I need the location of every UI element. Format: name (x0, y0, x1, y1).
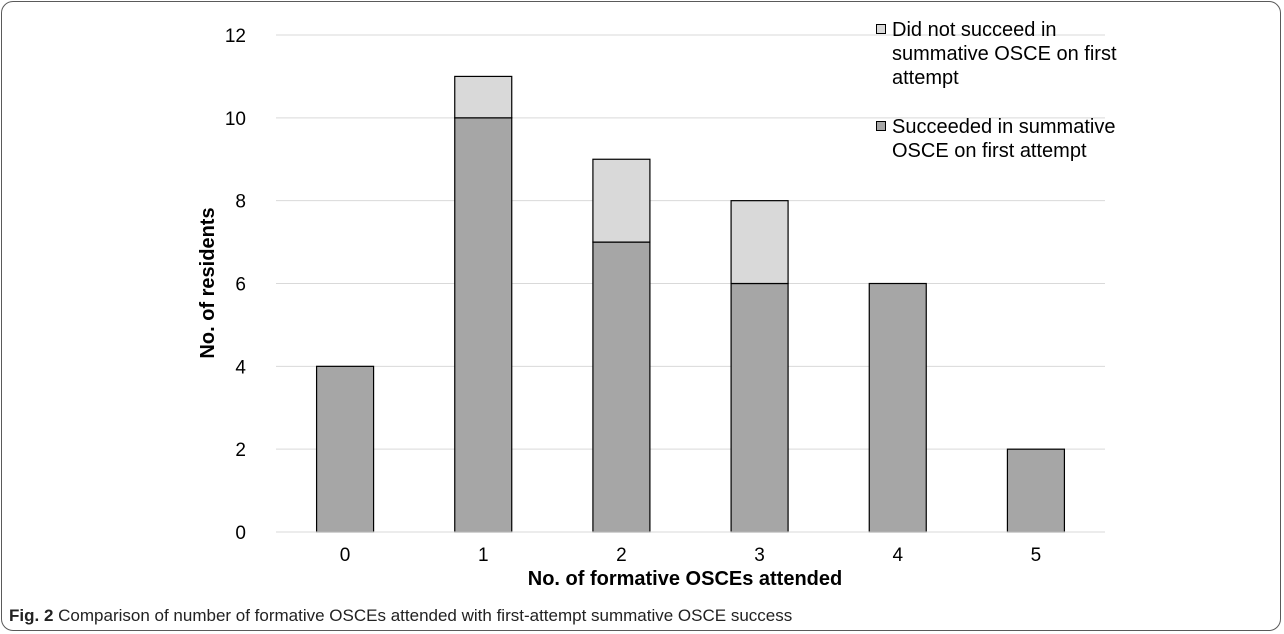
legend: Did not succeed in summative OSCE on fir… (876, 18, 1136, 163)
legend-swatch-succeeded (876, 121, 886, 131)
bar-segment-succeeded (454, 117, 513, 533)
caption-text: Comparison of number of formative OSCEs … (58, 606, 793, 625)
y-tick-label: 10 (225, 109, 246, 130)
bar-segment-did-not-succeed (730, 200, 789, 285)
bar-segment-succeeded (868, 282, 927, 533)
x-tick-label: 0 (340, 545, 351, 566)
y-tick-label: 12 (225, 26, 246, 47)
gridlines (276, 34, 1105, 450)
bar-segment-succeeded (592, 241, 651, 533)
y-tick-label: 2 (235, 440, 246, 461)
legend-label-did-not-succeed: Did not succeed in summative OSCE on fir… (892, 19, 1117, 89)
x-tick-label: 2 (616, 545, 627, 566)
bar-segment-did-not-succeed (592, 158, 651, 243)
y-tick-label: 6 (235, 275, 246, 296)
caption-label: Fig. 2 (9, 606, 54, 625)
y-tick-label: 8 (235, 192, 246, 213)
bars (315, 75, 1066, 533)
y-axis-label: No. of residents (197, 207, 219, 358)
legend-item-succeeded: Succeeded in summative OSCE on first att… (876, 115, 1136, 163)
bar-segment-succeeded (315, 365, 375, 533)
y-tick-label: 0 (235, 523, 246, 544)
bar-segment-did-not-succeed (454, 75, 513, 119)
bar-segment-succeeded (1006, 448, 1066, 533)
x-axis-ticks: 0 1 2 3 4 5 (340, 545, 1041, 566)
x-tick-label: 4 (892, 545, 903, 566)
legend-swatch-did-not-succeed (876, 24, 886, 34)
x-tick-label: 1 (478, 545, 489, 566)
y-tick-label: 4 (235, 357, 246, 378)
x-tick-label: 5 (1031, 545, 1042, 566)
legend-item-did-not-succeed: Did not succeed in summative OSCE on fir… (876, 18, 1136, 90)
x-tick-label: 3 (754, 545, 765, 566)
y-axis-ticks: 0 2 4 6 8 10 12 (225, 26, 247, 544)
figure-caption: Fig. 2 Comparison of number of formative… (9, 606, 792, 626)
x-axis-label: No. of formative OSCEs attended (528, 568, 843, 590)
legend-label-succeeded: Succeeded in summative OSCE on first att… (892, 116, 1116, 162)
bar-segment-succeeded (730, 282, 789, 533)
